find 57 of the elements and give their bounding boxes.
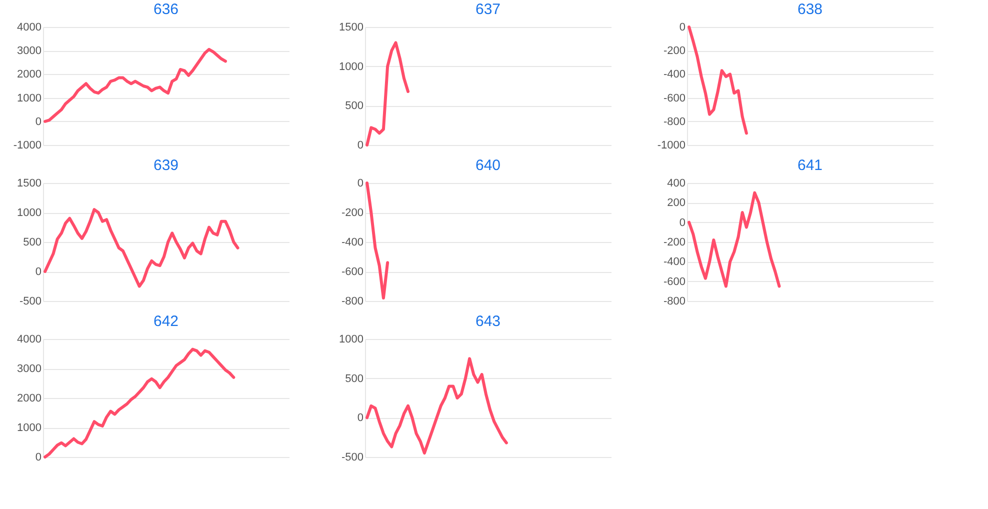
- y-tick-label: -1000: [13, 140, 42, 152]
- chart-title: 637: [475, 1, 501, 18]
- y-tick-label: -400: [663, 256, 686, 268]
- y-tick-label: -500: [341, 452, 364, 464]
- y-tick-label: 500: [345, 100, 364, 112]
- y-tick-label: -800: [663, 116, 686, 128]
- y-tick-label: 0: [679, 22, 686, 34]
- y-tick-label: 500: [345, 372, 364, 385]
- y-tick-label: 1000: [339, 60, 364, 73]
- chart-title: 638: [797, 1, 823, 18]
- y-tick-label: 2000: [17, 68, 42, 81]
- y-tick-label: -1000: [657, 140, 686, 152]
- line-series: [688, 191, 781, 288]
- y-tick-label: 1000: [17, 422, 42, 434]
- y-tick-label: 0: [35, 452, 42, 464]
- y-tick-label: 2000: [17, 392, 42, 404]
- y-tick-label: 3000: [17, 45, 42, 58]
- line-series: [366, 357, 508, 455]
- chart-title: 639: [153, 157, 179, 174]
- y-tick-label: 1500: [339, 22, 364, 34]
- y-tick-label: 1500: [17, 178, 42, 190]
- y-tick-label: -200: [663, 45, 686, 58]
- line-series: [44, 48, 227, 123]
- y-tick-label: -800: [341, 296, 364, 308]
- y-tick-label: 0: [679, 216, 686, 229]
- y-tick-label: -400: [663, 68, 686, 81]
- line-series: [688, 26, 748, 135]
- line-series: [44, 208, 240, 288]
- y-tick-label: 0: [35, 116, 42, 128]
- chart-title: 642: [153, 313, 179, 330]
- line-series: [366, 41, 410, 146]
- y-tick-label: 0: [357, 178, 364, 190]
- y-tick-label: 4000: [17, 334, 42, 346]
- y-tick-label: 200: [667, 197, 686, 210]
- y-tick-label: -600: [341, 266, 364, 278]
- chart-title: 643: [475, 313, 501, 330]
- chart-title: 641: [797, 157, 823, 174]
- y-tick-label: -400: [341, 236, 364, 248]
- y-tick-label: -500: [19, 296, 42, 308]
- y-tick-label: 4000: [17, 22, 42, 34]
- y-tick-label: 1000: [339, 334, 364, 346]
- y-tick-label: 3000: [17, 363, 42, 375]
- chart-title: 640: [475, 157, 501, 174]
- y-tick-label: -600: [663, 276, 686, 288]
- y-tick-label: -800: [663, 296, 686, 308]
- y-tick-label: 400: [667, 178, 686, 190]
- line-series: [44, 348, 236, 458]
- y-tick-label: 0: [357, 140, 364, 152]
- y-tick-label: 1000: [17, 92, 42, 104]
- y-tick-label: -600: [663, 92, 686, 104]
- y-tick-label: -200: [341, 207, 364, 219]
- y-tick-label: 500: [23, 236, 42, 248]
- y-tick-label: -200: [663, 236, 686, 248]
- y-tick-label: 1000: [17, 207, 42, 219]
- chart-title: 636: [153, 1, 179, 18]
- y-tick-label: 0: [35, 266, 42, 278]
- y-tick-label: 0: [357, 412, 364, 424]
